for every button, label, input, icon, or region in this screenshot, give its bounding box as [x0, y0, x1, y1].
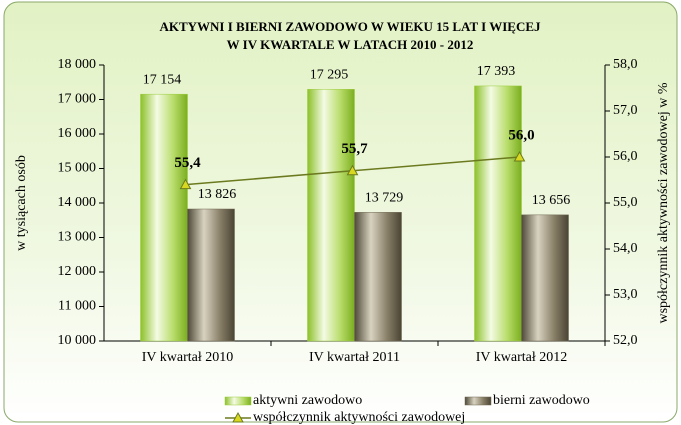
value-label: 17 393 [477, 64, 516, 79]
bar [140, 93, 188, 342]
y-tick-label: 14 000 [58, 195, 97, 210]
legend-label: aktywni zawodowo [253, 393, 362, 408]
x-tick-label: IV kwartał 2010 [142, 350, 234, 365]
y2-tick-label: 54,0 [613, 241, 638, 256]
y-tick-label: 10 000 [58, 333, 97, 348]
y2-tick-label: 58,0 [613, 57, 638, 72]
value-label: 13 729 [365, 191, 404, 206]
legend-label: współczynnik aktywności zawodowej [253, 410, 465, 425]
y-tick-label: 15 000 [58, 161, 97, 176]
y-axis-label: w tysiącach osób [14, 155, 29, 251]
chart-title: W IV KWARTALE W LATACH 2010 - 2012 [227, 37, 474, 52]
y2-axis-label: współczynnik aktywności zawodowej w % [656, 82, 671, 323]
legend-swatch [224, 396, 252, 406]
y2-tick-label: 53,0 [613, 287, 638, 302]
y2-tick-label: 52,0 [613, 333, 638, 348]
bar [354, 212, 402, 342]
y-tick-label: 13 000 [58, 230, 97, 245]
x-tick-label: IV kwartał 2012 [476, 350, 568, 365]
line-marker [179, 178, 192, 190]
value-label: 17 295 [310, 68, 349, 83]
legend-label: bierni zawodowo [493, 393, 590, 408]
value-label: 17 154 [143, 72, 182, 87]
line-marker [346, 164, 359, 176]
bar [474, 85, 522, 342]
y-tick-label: 17 000 [58, 92, 97, 107]
value-label: 55,4 [174, 155, 201, 171]
bar [307, 89, 355, 342]
value-label: 55,7 [341, 141, 368, 157]
chart-title: AKTYWNI I BIERNI ZAWODOWO W WIEKU 15 LAT… [159, 19, 541, 34]
line-marker [513, 150, 526, 162]
value-label: 13 656 [532, 193, 571, 208]
y-tick-label: 11 000 [58, 299, 96, 314]
y2-tick-label: 56,0 [613, 149, 638, 164]
y-tick-label: 18 000 [58, 57, 97, 72]
y2-tick-label: 57,0 [613, 103, 638, 118]
bar [521, 214, 569, 342]
y2-tick-label: 55,0 [613, 195, 638, 210]
y-tick-label: 12 000 [58, 264, 97, 279]
value-label: 56,0 [508, 127, 534, 143]
legend-swatch [464, 396, 492, 406]
bar [187, 208, 235, 342]
legend-marker [232, 411, 244, 423]
value-label: 13 826 [198, 187, 237, 202]
x-tick-label: IV kwartał 2011 [309, 350, 400, 365]
y-tick-label: 16 000 [58, 126, 97, 141]
